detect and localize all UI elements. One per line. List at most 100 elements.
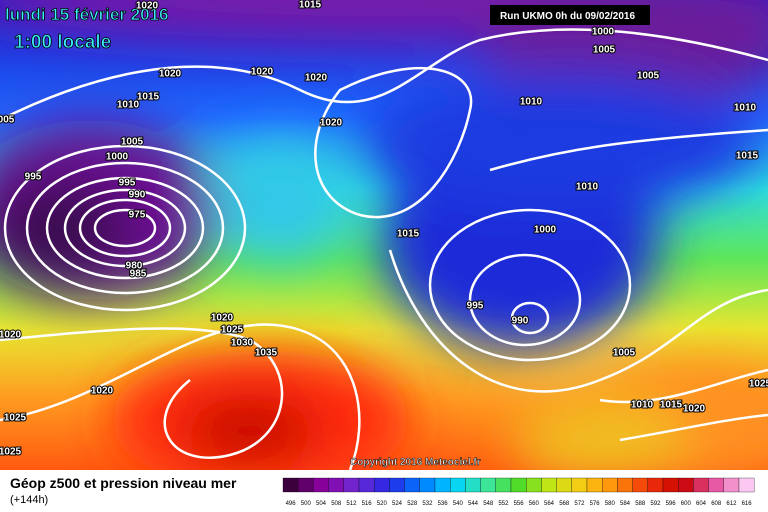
isobar-label: 1000 xyxy=(106,152,129,163)
isobar-label: 1005 xyxy=(613,348,636,359)
scale-label: 584 xyxy=(620,501,631,507)
scale-swatch xyxy=(298,477,314,493)
scale-label: 600 xyxy=(681,501,692,507)
isobar-label: 1015 xyxy=(397,229,420,240)
isobar-label: 1020 xyxy=(0,330,22,341)
isobar-label: 1025 xyxy=(0,447,22,458)
scale-swatch xyxy=(541,477,557,493)
isobar-label: 1005 xyxy=(593,45,616,56)
isobar-label: 1010 xyxy=(117,100,140,111)
scale-swatch xyxy=(526,477,542,493)
isobar-label: 1020 xyxy=(136,1,159,12)
isobar-label: 1020 xyxy=(683,404,706,415)
legend-title: Géop z500 et pression niveau mer xyxy=(10,475,237,491)
isobar-label: 1035 xyxy=(255,348,278,359)
scale-label: 612 xyxy=(726,501,737,507)
scale-label: 536 xyxy=(438,501,449,507)
time: 1:00 locale xyxy=(14,32,111,53)
isobar-label: 1015 xyxy=(736,151,759,162)
scale-swatch xyxy=(571,477,588,493)
scale-swatch xyxy=(450,477,466,493)
isobar-label: 975 xyxy=(129,210,146,221)
isobar-label: 1020 xyxy=(305,73,328,84)
scale-label: 604 xyxy=(696,501,707,507)
scale-swatch xyxy=(434,477,451,493)
scale-swatch xyxy=(328,477,344,493)
scale-swatch xyxy=(602,477,618,493)
scale-swatch xyxy=(313,477,329,493)
isobar-label: 995 xyxy=(25,172,42,183)
scale-swatch xyxy=(358,477,375,493)
isobar-label: 1020 xyxy=(251,67,274,78)
isobar-label: 1010 xyxy=(520,97,543,108)
isobar-label: 1015 xyxy=(660,400,683,411)
isobar-label: 1020 xyxy=(159,69,182,80)
isobar-label: 1020 xyxy=(320,118,343,129)
scale-swatch xyxy=(647,477,664,493)
isobar-label: 1030 xyxy=(231,338,254,349)
isobar-label: 1010 xyxy=(576,182,599,193)
scale-swatch xyxy=(617,477,633,493)
scale-label: 592 xyxy=(650,501,661,507)
isobar-label: 1025 xyxy=(221,325,244,336)
scale-label: 508 xyxy=(331,501,342,507)
scale-swatch xyxy=(678,477,694,493)
scale-swatch xyxy=(556,477,572,493)
scale-label: 596 xyxy=(666,501,677,507)
scale-swatch xyxy=(495,477,512,493)
scale-swatch xyxy=(282,477,299,493)
scale-label: 532 xyxy=(422,501,433,507)
scale-label: 516 xyxy=(362,501,373,507)
scale-label: 548 xyxy=(483,501,494,507)
scale-swatch xyxy=(419,477,436,493)
scale-label: 564 xyxy=(544,501,555,507)
isobar-label: 1005 xyxy=(637,71,660,82)
scale-swatch xyxy=(465,477,481,493)
scale-swatch xyxy=(404,477,420,493)
scale-swatch xyxy=(738,477,755,493)
scale-label: 608 xyxy=(711,501,722,507)
scale-label: 512 xyxy=(346,501,357,507)
isobar-label: 1000 xyxy=(534,225,557,236)
scale-label: 572 xyxy=(574,501,585,507)
scale-swatch xyxy=(708,477,724,493)
scale-label: 568 xyxy=(559,501,570,507)
copyright: Copyright 2016 Meteociel.fr xyxy=(350,457,481,468)
scale-swatch xyxy=(480,477,496,493)
scale-swatch xyxy=(693,477,709,493)
scale-swatch xyxy=(632,477,648,493)
isobar-label: 1005 xyxy=(121,137,144,148)
color-scale: 496 500 504 508 512 516 520 524 528 532 536 540 544 5… xyxy=(282,477,755,507)
isobar-label: 995 xyxy=(119,178,136,189)
isobar-label: 1010 xyxy=(631,400,654,411)
isobar-label: 1025 xyxy=(749,379,768,390)
isobar-label: 980 xyxy=(126,261,143,272)
scale-label: 576 xyxy=(590,501,601,507)
isobar-label: 1000 xyxy=(592,27,615,38)
scale-label: 616 xyxy=(742,501,753,507)
isobar-label: 1020 xyxy=(211,313,234,324)
isobar-label: 995 xyxy=(467,301,484,312)
scale-swatch xyxy=(662,477,679,493)
isobar-label: 1025 xyxy=(4,413,27,424)
isobar-label: 005 xyxy=(0,115,15,126)
scale-label: 544 xyxy=(468,501,479,507)
scale-label: 560 xyxy=(529,501,540,507)
scale-label: 500 xyxy=(301,501,312,507)
scale-label: 496 xyxy=(286,501,297,507)
scale-label: 524 xyxy=(392,501,403,507)
scale-label: 520 xyxy=(377,501,388,507)
run: Run UKMO 0h du 09/02/2016 xyxy=(500,11,635,22)
scale-swatch xyxy=(374,477,390,493)
scale-label: 580 xyxy=(605,501,616,507)
scale-label: 556 xyxy=(514,501,525,507)
scale-label: 528 xyxy=(407,501,418,507)
isobar-label: 985 xyxy=(130,269,147,280)
isobar-label: 1015 xyxy=(299,0,322,11)
scale-label: 552 xyxy=(498,501,509,507)
scale-swatch xyxy=(586,477,603,493)
scale-swatch xyxy=(723,477,740,493)
isobar-label: 1020 xyxy=(91,386,114,397)
